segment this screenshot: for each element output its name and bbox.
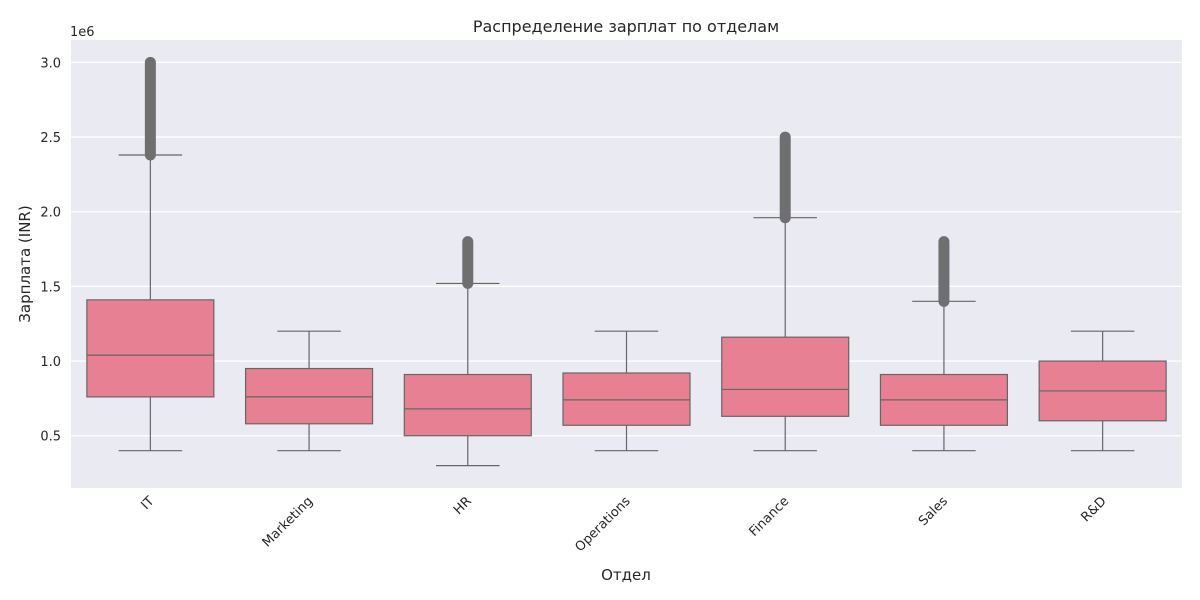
x-tick-label: Operations: [572, 494, 633, 555]
x-tick-label: Sales: [916, 494, 951, 529]
box-series: [86, 56, 1167, 467]
box-sales: [879, 236, 1009, 452]
box-operations: [562, 330, 691, 452]
box-iqr: [86, 299, 215, 398]
chart-title: Распределение зарплат по отделам: [473, 17, 779, 36]
y-axis-label: Зарплата (INR): [16, 205, 34, 322]
box-iqr: [562, 372, 691, 426]
y-tick-label: 1.5: [40, 280, 61, 295]
y-tick-label: 2.5: [40, 131, 61, 146]
y-tick-label: 3.0: [40, 56, 61, 71]
x-tick-label: Finance: [747, 494, 793, 540]
box-iqr: [244, 367, 374, 425]
y-tick-label: 2.0: [40, 206, 61, 221]
box-iqr: [721, 336, 850, 417]
y-axis-offset-label: 1e6: [70, 25, 95, 40]
x-tick-label: R&D: [1078, 494, 1109, 525]
box-iqr: [403, 373, 532, 437]
y-axis: 0.5 1.0 1.5 2.0 2.5 3.0: [40, 56, 61, 444]
x-tick-label: HR: [451, 494, 475, 518]
x-tick-label: IT: [138, 494, 157, 513]
y-tick-label: 1.0: [40, 355, 61, 370]
box-finance: [721, 131, 850, 452]
box-marketing: [244, 330, 374, 452]
y-tick-label: 0.5: [40, 430, 61, 445]
x-tick-label: Marketing: [260, 494, 316, 550]
box-it: [86, 56, 215, 452]
box-hr: [403, 236, 532, 467]
x-axis-label: Отдел: [601, 566, 651, 584]
box-r-d: [1038, 330, 1167, 452]
x-axis: IT Marketing HR Operations Finance Sales R&D: [138, 494, 1109, 555]
